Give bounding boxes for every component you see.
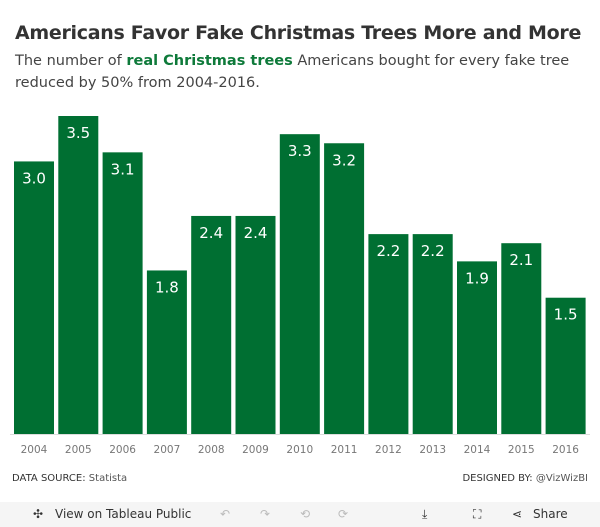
data-label: 1.9 [465, 269, 489, 287]
x-tick-label: 2014 [464, 444, 491, 456]
subtitle-highlight: real Christmas trees [126, 53, 293, 69]
data-label: 2.2 [421, 242, 445, 260]
data-label: 3.3 [288, 142, 312, 160]
subtitle-text-end: Americans bought for every fake tree red… [15, 53, 570, 91]
share-icon: ⋖ [512, 507, 523, 521]
fullscreen-icon[interactable]: ⛶ [473, 507, 482, 521]
revert-icon[interactable]: ⟲ [300, 507, 311, 521]
x-tick-label: 2011 [331, 444, 358, 456]
x-tick-label: 2008 [198, 444, 225, 456]
bar [501, 243, 542, 434]
data-label: 2.4 [244, 224, 268, 242]
x-tick-label: 2016 [552, 444, 579, 456]
x-tick-label: 2006 [109, 444, 136, 456]
view-on-tableau-button[interactable]: View on Tableau Public [55, 507, 192, 521]
data-label: 2.1 [509, 251, 533, 269]
x-tick-label: 2009 [242, 444, 269, 456]
bar [279, 134, 320, 434]
redo-icon[interactable]: ↷ [260, 507, 271, 521]
subtitle-text: The number of [15, 53, 127, 69]
chart-title: Americans Favor Fake Christmas Trees Mor… [15, 22, 582, 44]
data-label: 1.8 [155, 278, 179, 296]
chart-subtitle: The number of real Christmas trees Ameri… [15, 50, 575, 94]
bar [58, 116, 99, 434]
bar [324, 143, 365, 434]
download-icon[interactable]: ⤓ [422, 507, 428, 521]
data-label: 2.2 [376, 242, 400, 260]
undo-icon[interactable]: ↶ [220, 507, 231, 521]
x-tick-label: 2004 [21, 444, 48, 456]
data-label: 3.2 [332, 151, 356, 169]
bar [457, 261, 497, 434]
bar [14, 161, 54, 434]
x-tick-label: 2005 [65, 444, 92, 456]
refresh-icon[interactable]: ⟳ [338, 507, 349, 521]
share-button[interactable]: Share [533, 507, 568, 521]
data-label: 3.1 [111, 160, 135, 178]
x-tick-label: 2015 [508, 444, 535, 456]
data-label: 3.5 [66, 124, 90, 142]
bar [235, 215, 276, 434]
x-tick-label: 2013 [419, 444, 446, 456]
bar [102, 152, 143, 434]
designer-credit: DESIGNED BY: @VizWizBI [462, 473, 588, 484]
data-label: 3.0 [22, 169, 46, 187]
bar [368, 234, 409, 434]
bar-chart: 3.0 2004 3.5 2005 3.1 2006 1.8 2007 2.4 2008 2.4 20… [10, 116, 590, 456]
data-label: 1.5 [554, 306, 578, 324]
x-tick-label: 2007 [154, 444, 181, 456]
bar [412, 234, 453, 434]
toolbar: ✣ View on Tableau Public ↶ ↷ ⟲ ⟳ ⤓ ⛶ ⋖ S… [0, 502, 600, 527]
tableau-icon: ✣ [33, 507, 44, 521]
x-tick-label: 2010 [286, 444, 313, 456]
data-label: 2.4 [199, 224, 223, 242]
bar [191, 215, 232, 434]
bar [545, 297, 586, 434]
x-tick-label: 2012 [375, 444, 402, 456]
data-source: DATA SOURCE: Statista [12, 473, 128, 484]
bar [146, 270, 187, 434]
